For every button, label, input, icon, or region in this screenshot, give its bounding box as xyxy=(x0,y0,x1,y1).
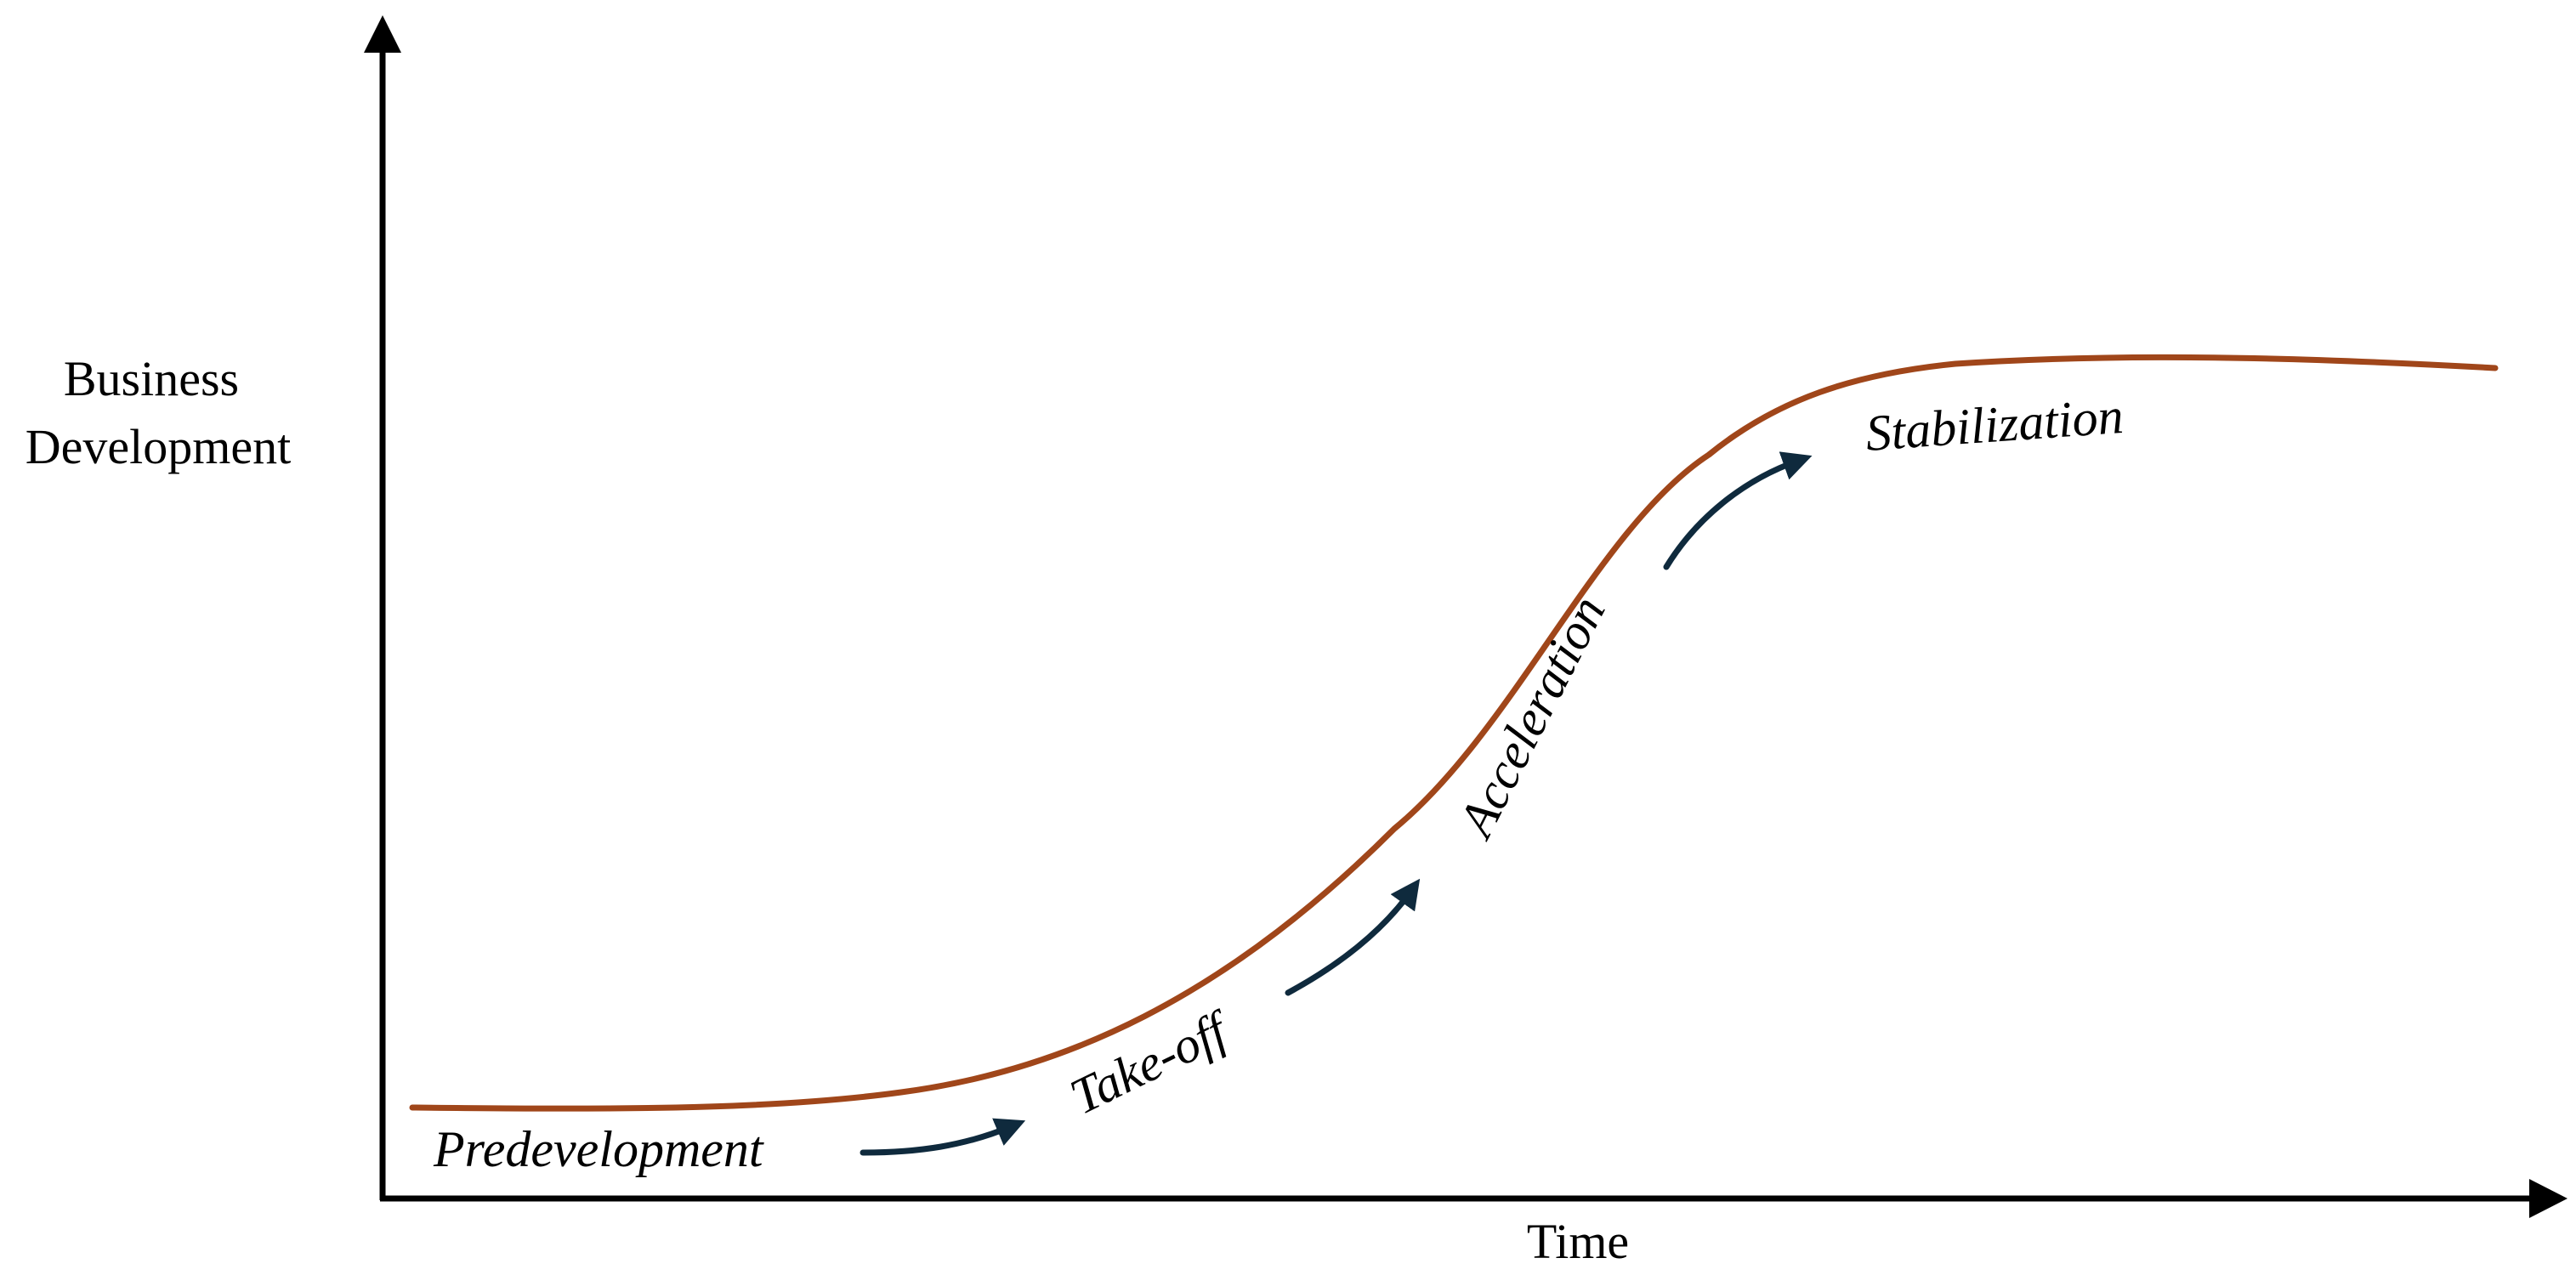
s-curve-line xyxy=(409,354,2499,1112)
x-axis-label: Time xyxy=(1527,1214,1629,1269)
y-axis-arrowhead-icon xyxy=(364,15,401,53)
stage-label-predevelopment: Predevelopment xyxy=(433,1121,764,1177)
predevelopment-to-takeoff-arrow-icon xyxy=(860,1118,1026,1156)
axes xyxy=(364,15,2567,1218)
y-axis-label-line1: Business xyxy=(64,351,239,406)
stage-label-takeoff: Take-off xyxy=(1062,1000,1240,1125)
x-axis-arrowhead-icon xyxy=(2529,1179,2567,1218)
acceleration-to-stabilization-arrow-icon xyxy=(1663,451,1813,570)
takeoff-to-acceleration-arrow-icon xyxy=(1285,878,1421,996)
stage-label-stabilization: Stabilization xyxy=(1864,388,2125,462)
y-axis-label-line2: Development xyxy=(26,419,291,474)
stage-label-acceleration: Acceleration xyxy=(1446,587,1616,848)
